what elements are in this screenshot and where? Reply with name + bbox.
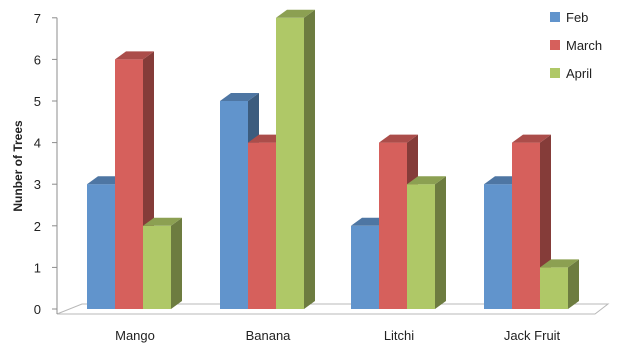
chart-floor <box>56 303 610 315</box>
y-tick-label: 6 <box>34 52 41 67</box>
x-category-label: Mango <box>115 328 155 343</box>
legend-swatch-march <box>550 40 560 50</box>
y-tick-label: 5 <box>34 94 41 109</box>
x-category-label: Banana <box>246 328 292 343</box>
bar-april-jack-fruit <box>540 259 579 309</box>
bar-april-mango <box>143 217 182 309</box>
legend-label-april: April <box>566 66 592 81</box>
legend-swatch-feb <box>550 12 560 22</box>
x-category-label: Jack Fruit <box>504 328 561 343</box>
y-tick-label: 4 <box>34 136 41 151</box>
bar-april-banana <box>276 9 315 310</box>
y-tick-label: 7 <box>34 11 41 26</box>
x-category-label: Litchi <box>384 328 414 343</box>
y-axis-label: Nunber of Trees <box>11 120 25 212</box>
legend-label-feb: Feb <box>566 10 588 25</box>
y-tick-label: 1 <box>34 260 41 275</box>
legend-label-march: March <box>566 38 602 53</box>
y-tick-label: 3 <box>34 177 41 192</box>
bar-march-mango <box>115 51 154 310</box>
legend-swatch-april <box>550 68 560 78</box>
y-tick-label: 2 <box>34 219 41 234</box>
y-tick-label: 0 <box>34 302 41 317</box>
bar-april-litchi <box>407 176 446 309</box>
